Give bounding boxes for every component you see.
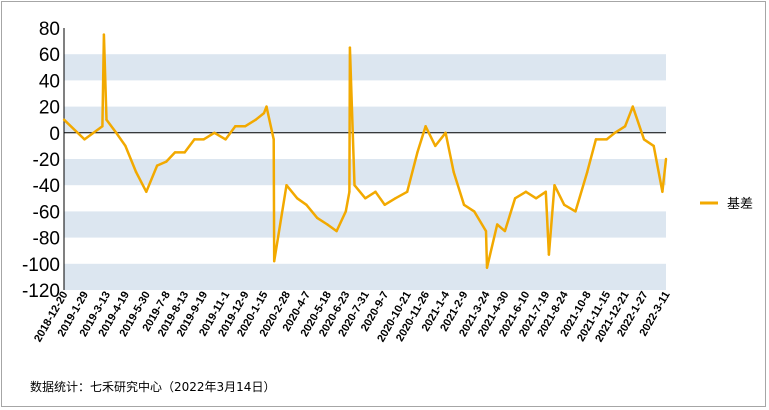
y-tick-label: 80: [39, 19, 60, 40]
data-point: [202, 138, 205, 141]
y-tick-label: -80: [33, 229, 60, 250]
data-point: [265, 105, 268, 108]
data-point: [101, 125, 104, 128]
data-point: [405, 190, 409, 193]
data-point: [234, 125, 237, 128]
data-point: [563, 203, 566, 207]
data-point: [243, 125, 247, 128]
data-point: [213, 131, 216, 134]
data-point: [254, 118, 258, 121]
data-point: [145, 190, 148, 193]
series-layer: [62, 33, 668, 269]
data-point: [496, 223, 499, 226]
series-line: [63, 33, 668, 269]
data-point: [102, 33, 106, 36]
data-point: [155, 164, 159, 167]
y-axis-ticks: 80 60 40 20 0 -20 -40 -60 -80 -100 -120: [22, 19, 60, 302]
data-point: [594, 138, 598, 141]
data-point: [326, 223, 329, 226]
y-tick-label: -60: [33, 202, 60, 223]
y-tick-label: -20: [33, 150, 60, 171]
grid-band: [64, 263, 666, 290]
data-point: [124, 144, 127, 148]
data-point: [661, 190, 664, 193]
data-point: [664, 157, 668, 161]
grid-bands: [64, 54, 666, 290]
data-point: [434, 144, 437, 148]
zero-line: [63, 28, 666, 290]
data-point: [374, 190, 377, 193]
data-point: [315, 216, 319, 220]
grid-band: [64, 211, 666, 238]
y-tick-label: 0: [49, 124, 60, 145]
data-point: [623, 125, 627, 128]
data-point: [444, 131, 447, 134]
data-point: [105, 118, 108, 121]
data-point: [383, 203, 386, 207]
data-point: [642, 138, 646, 141]
data-point: [305, 203, 308, 207]
data-point: [134, 170, 138, 174]
data-point: [534, 197, 538, 200]
data-point: [83, 138, 86, 141]
data-point: [652, 144, 655, 148]
data-point: [62, 118, 66, 121]
data-point: [348, 190, 351, 193]
legend-label: 基差: [727, 196, 753, 211]
data-point: [462, 203, 466, 207]
data-point: [416, 151, 419, 154]
data-point: [485, 266, 489, 269]
data-point: [183, 151, 186, 154]
data-point: [472, 210, 476, 213]
data-point: [547, 253, 551, 256]
data-point: [503, 229, 507, 233]
data-point: [424, 125, 427, 128]
data-point: [114, 131, 118, 134]
grid-band: [64, 106, 666, 133]
data-point: [513, 197, 517, 200]
data-point: [524, 190, 528, 193]
y-tick-label: 60: [39, 45, 60, 66]
y-tick-label: 20: [39, 98, 60, 119]
data-point: [394, 197, 397, 200]
data-point: [165, 160, 168, 163]
data-point: [605, 138, 608, 141]
data-point: [553, 184, 556, 187]
data-point: [484, 229, 488, 233]
data-point: [586, 170, 589, 174]
y-tick-label: 40: [39, 71, 60, 92]
data-point: [335, 229, 338, 233]
x-axis-ticks: 2018-12-202019-1-292019-3-132019-4-19201…: [32, 289, 673, 344]
data-point: [273, 259, 276, 263]
data-point: [285, 184, 288, 187]
data-point: [452, 170, 455, 174]
y-tick-label: -100: [22, 255, 60, 276]
data-point: [344, 210, 348, 213]
data-point: [613, 131, 617, 134]
data-point: [173, 151, 177, 154]
data-point: [353, 184, 356, 187]
legend[interactable]: 基差: [700, 196, 753, 211]
y-tick-label: -40: [33, 176, 60, 197]
data-point: [262, 111, 266, 115]
grid-band: [64, 54, 666, 81]
source-note: 数据统计：七禾研究中心（2022年3月14日）: [30, 380, 276, 394]
data-point: [364, 197, 367, 200]
y-tick-label: -120: [22, 281, 60, 302]
data-point: [631, 105, 634, 108]
data-point: [296, 197, 299, 200]
data-point: [348, 46, 352, 49]
data-point: [574, 210, 577, 213]
data-point: [224, 138, 227, 141]
data-point: [193, 138, 196, 141]
data-point: [544, 190, 548, 193]
data-point: [272, 138, 275, 141]
